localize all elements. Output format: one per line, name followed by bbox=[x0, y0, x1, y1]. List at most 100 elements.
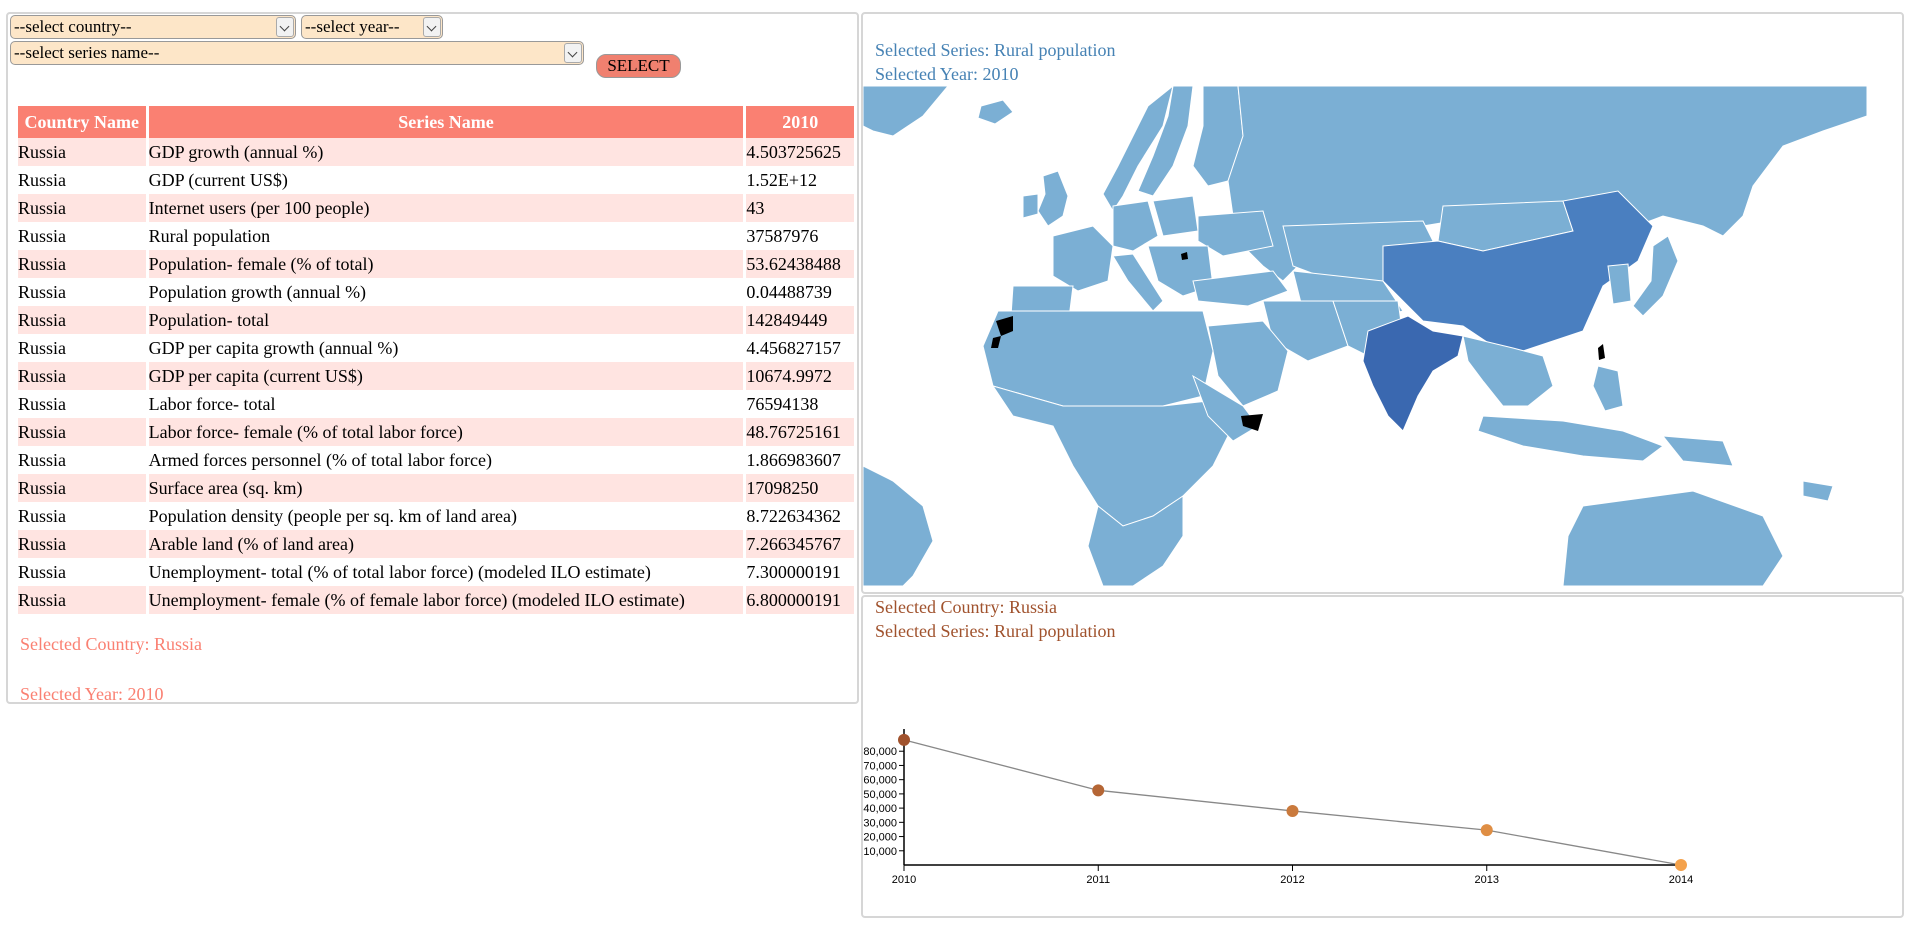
world-map[interactable] bbox=[863, 86, 1867, 586]
cell-value: 48.76725161 bbox=[746, 418, 857, 446]
data-point bbox=[1286, 804, 1299, 817]
cell-series-name: Unemployment- female (% of female labor … bbox=[148, 586, 747, 614]
cell-value: 0.04488739 bbox=[746, 278, 857, 306]
y-tick-label: 50,000 bbox=[863, 789, 897, 801]
series-select-value: --select series name-- bbox=[14, 43, 160, 62]
map-country-norway[interactable] bbox=[1102, 86, 1174, 212]
map-country-taiwan[interactable] bbox=[1598, 344, 1605, 360]
map-country-philippines[interactable] bbox=[1592, 365, 1624, 412]
table-row: Russia Labor force- total 76594138 bbox=[18, 390, 857, 418]
table-row: Russia Unemployment- total (% of total la… bbox=[18, 558, 857, 586]
map-country-greenland[interactable] bbox=[863, 86, 949, 137]
table-row: Russia Surface area (sq. km) 17098250 bbox=[18, 474, 857, 502]
map-country-indonesia[interactable] bbox=[1477, 415, 1665, 462]
cell-series-name: Rural population bbox=[148, 222, 747, 250]
map-country-poland[interactable] bbox=[1152, 195, 1199, 237]
map-country-western-sahara-2[interactable] bbox=[991, 336, 1001, 348]
map-country-sweden[interactable] bbox=[1137, 86, 1194, 197]
cell-value: 7.300000191 bbox=[746, 558, 857, 586]
cell-value: 4.456827157 bbox=[746, 334, 857, 362]
year-select[interactable]: --select year-- bbox=[301, 15, 443, 39]
map-country-central-africa[interactable] bbox=[991, 385, 1234, 527]
cell-country-name: Russia bbox=[18, 586, 149, 614]
select-button[interactable]: SELECT bbox=[596, 54, 681, 78]
table-row: Russia GDP (current US$) 1.52E+12 bbox=[18, 166, 857, 194]
map-country-somalia[interactable] bbox=[1241, 414, 1263, 431]
map-country-france[interactable] bbox=[1052, 225, 1114, 292]
cell-country-name: Russia bbox=[18, 166, 149, 194]
cell-series-name: Armed forces personnel (% of total labor… bbox=[148, 446, 747, 474]
table-row: Russia Population growth (annual %) 0.0448… bbox=[18, 278, 857, 306]
table-row: Russia Arable land (% of land area) 7.2663… bbox=[18, 530, 857, 558]
map-country-australia[interactable] bbox=[1562, 490, 1784, 586]
y-tick-label: 70,000 bbox=[863, 760, 897, 772]
cell-country-name: Russia bbox=[18, 530, 149, 558]
header-series-name: Series Name bbox=[148, 106, 747, 138]
table-row: Russia Rural population 37587976 bbox=[18, 222, 857, 250]
cell-value: 1.866983607 bbox=[746, 446, 857, 474]
chevron-down-icon bbox=[423, 17, 441, 37]
cell-series-name: GDP per capita (current US$) bbox=[148, 362, 747, 390]
map-country-ukraine[interactable] bbox=[1197, 210, 1274, 257]
data-table: Country Name Series Name 2010 Russia GDP … bbox=[18, 106, 857, 614]
map-country-china[interactable] bbox=[1382, 190, 1654, 352]
cell-country-name: Russia bbox=[18, 362, 149, 390]
country-select-value: --select country-- bbox=[14, 17, 132, 36]
map-country-uk[interactable] bbox=[1037, 170, 1069, 227]
series-select[interactable]: --select series name-- bbox=[10, 41, 584, 65]
map-country-korea[interactable] bbox=[1607, 263, 1632, 305]
x-tick-label: 2011 bbox=[1086, 874, 1110, 886]
map-country-horn-of-africa[interactable] bbox=[1192, 374, 1259, 442]
table-header-row: Country Name Series Name 2010 bbox=[18, 106, 857, 138]
cell-series-name: Labor force- total bbox=[148, 390, 747, 418]
cell-value: 1.52E+12 bbox=[746, 166, 857, 194]
map-panel: Selected Series: Rural population Select… bbox=[861, 12, 1904, 594]
map-country-missing-europe[interactable] bbox=[1181, 252, 1188, 260]
map-country-ireland[interactable] bbox=[1022, 193, 1039, 219]
selected-year-label: Selected Year: 2010 bbox=[20, 684, 164, 704]
map-country-germany[interactable] bbox=[1112, 200, 1159, 252]
data-point bbox=[1092, 784, 1105, 797]
map-country-iceland[interactable] bbox=[977, 99, 1014, 125]
map-country-north-africa[interactable] bbox=[982, 310, 1214, 407]
cell-series-name: GDP per capita growth (annual %) bbox=[148, 334, 747, 362]
table-row: Russia Population- female (% of total) 53.… bbox=[18, 250, 857, 278]
table-row: Russia Population- total 142849449 bbox=[18, 306, 857, 334]
cell-value: 6.800000191 bbox=[746, 586, 857, 614]
cell-value: 17098250 bbox=[746, 474, 857, 502]
table-row: Russia Labor force- female (% of total la… bbox=[18, 418, 857, 446]
data-table-panel: --select country-- --select year-- --sel… bbox=[6, 12, 859, 704]
map-country-italy[interactable] bbox=[1112, 253, 1164, 312]
cell-country-name: Russia bbox=[18, 306, 149, 334]
line-selected-series: Selected Series: Rural population bbox=[875, 621, 1116, 641]
map-country-papua[interactable] bbox=[1661, 435, 1734, 467]
cell-value: 37587976 bbox=[746, 222, 857, 250]
map-country-japan[interactable] bbox=[1632, 235, 1679, 317]
map-country-south-america[interactable] bbox=[863, 465, 934, 586]
cell-value: 4.503725625 bbox=[746, 138, 857, 166]
map-country-southeast-asia[interactable] bbox=[1462, 335, 1554, 407]
cell-series-name: Internet users (per 100 people) bbox=[148, 194, 747, 222]
map-country-india[interactable] bbox=[1362, 315, 1464, 432]
map-country-turkey[interactable] bbox=[1192, 270, 1289, 307]
cell-country-name: Russia bbox=[18, 390, 149, 418]
map-selected-series: Selected Series: Rural population bbox=[875, 40, 1116, 60]
y-tick-label: 30,000 bbox=[863, 817, 897, 829]
map-country-saudi-arabia[interactable] bbox=[1207, 320, 1289, 407]
cell-series-name: Population- total bbox=[148, 306, 747, 334]
table-row: Russia Internet users (per 100 people) 43 bbox=[18, 194, 857, 222]
map-country-pacific-islands[interactable] bbox=[1802, 480, 1834, 502]
table-row: Russia Population density (people per sq.… bbox=[18, 502, 857, 530]
cell-series-name: GDP (current US$) bbox=[148, 166, 747, 194]
country-select[interactable]: --select country-- bbox=[10, 15, 296, 39]
y-tick-label: 40,000 bbox=[863, 803, 897, 815]
cell-country-name: Russia bbox=[18, 194, 149, 222]
chevron-down-icon bbox=[564, 43, 582, 63]
map-country-western-sahara[interactable] bbox=[996, 316, 1013, 336]
map-country-southern-africa[interactable] bbox=[1087, 495, 1184, 586]
selected-country-label: Selected Country: Russia bbox=[20, 634, 202, 654]
cell-series-name: GDP growth (annual %) bbox=[148, 138, 747, 166]
cell-value: 43 bbox=[746, 194, 857, 222]
line-selected-country: Selected Country: Russia bbox=[875, 597, 1057, 617]
line-chart-panel: Selected Country: Russia Selected Series… bbox=[861, 595, 1904, 918]
